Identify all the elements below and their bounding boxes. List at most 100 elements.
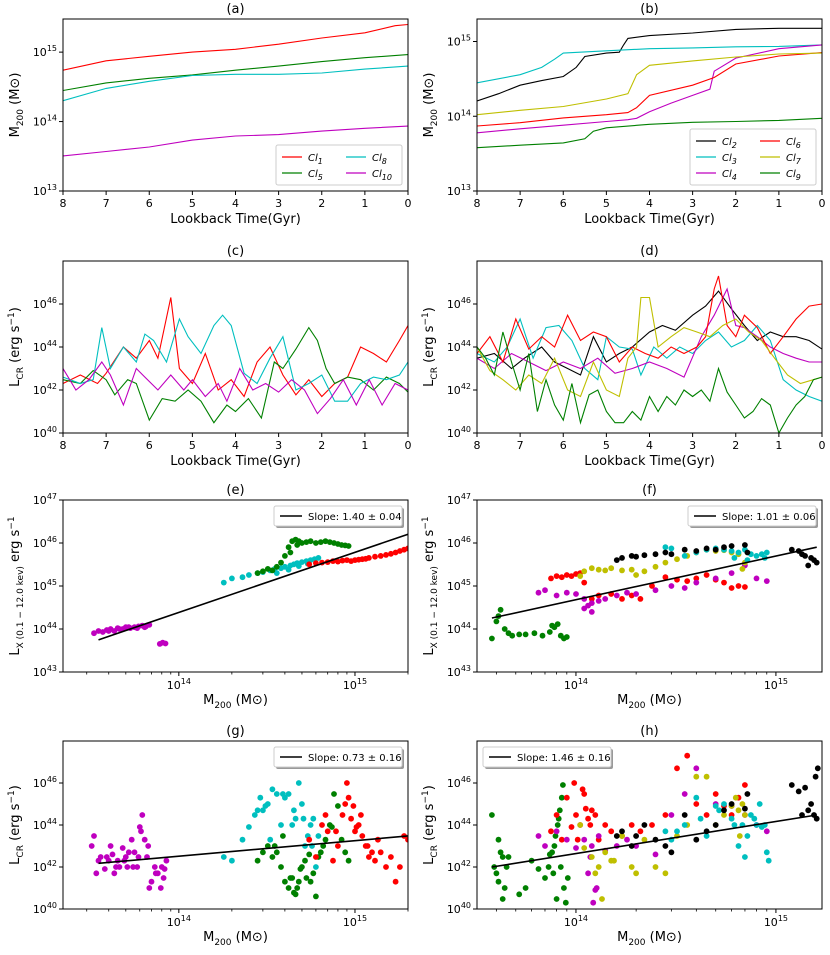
point-Cl5 (254, 857, 261, 864)
point-Cl10 (131, 849, 138, 856)
point-Cl6 (558, 836, 565, 843)
series-line-Cl10 (63, 361, 408, 415)
x-tick-label: 1014 (564, 677, 588, 692)
point-Cl1 (319, 822, 325, 828)
point-Cl6 (735, 583, 742, 589)
point-Cl7 (595, 566, 602, 573)
point-Cl4 (712, 575, 719, 582)
point-Cl6 (684, 752, 691, 759)
point-Cl5 (278, 864, 284, 870)
x-axis-label: M200 (M⊙) (203, 930, 268, 948)
point-Cl6 (742, 782, 748, 788)
series-line-Cl4 (477, 44, 822, 134)
point-Cl5 (322, 836, 329, 843)
legend-label: Cl3 (722, 153, 737, 166)
point-Cl5 (273, 563, 280, 570)
y-tick-label: 1047 (447, 492, 471, 507)
point-Cl7 (628, 864, 635, 870)
y-tick-label: 1015 (33, 44, 57, 59)
point-Cl7 (721, 812, 727, 818)
y-axis-label: LX (0.1 − 12.0 kev) erg s−1 (7, 516, 26, 655)
point-Cl3 (756, 801, 763, 807)
point-Cl5 (285, 544, 292, 551)
x-tick-label: 0 (819, 439, 826, 452)
point-Cl5 (278, 559, 284, 566)
point-Cl6 (728, 585, 735, 591)
point-Cl7 (652, 563, 659, 570)
axes-frame (62, 260, 409, 434)
point-Cl9 (552, 833, 559, 839)
point-Cl10 (157, 885, 164, 891)
point-Cl10 (101, 866, 108, 872)
point-Cl3 (668, 545, 675, 552)
legend-label: Cl8 (372, 153, 387, 166)
point-Cl10 (91, 630, 97, 637)
x-tick-label: 2 (318, 197, 325, 210)
point-Cl3 (731, 555, 738, 561)
point-Cl3 (681, 822, 688, 828)
x-tick-label: 2 (732, 439, 739, 452)
plot-area (63, 23, 408, 157)
point-Cl8 (239, 574, 246, 581)
x-axis-label: Lookback Time(Gyr) (584, 212, 715, 227)
point-Cl6 (602, 822, 609, 828)
point-Cl3 (703, 833, 710, 839)
point-Cl5 (294, 885, 301, 891)
point-Cl3 (735, 843, 742, 849)
point-Cl3 (731, 822, 738, 828)
series-line-Cl2 (477, 290, 822, 376)
x-tick-label: 4 (232, 439, 239, 452)
point-Cl2 (712, 822, 719, 828)
panel-d: (d) 8 7 6 5 4 3 2 1 0 1040 1042 1044 1046 LCR (erg s−1… (421, 244, 826, 469)
point-Cl5 (287, 549, 294, 556)
point-Cl3 (742, 854, 748, 860)
point-Cl9 (545, 864, 552, 870)
y-axis-label: LCR (erg s−1) (7, 785, 26, 865)
point-Cl4 (563, 589, 570, 596)
point-Cl9 (546, 629, 553, 635)
point-Cl1 (358, 812, 364, 818)
point-Cl5 (317, 539, 324, 545)
panel-title: (a) (226, 2, 244, 17)
point-Cl8 (260, 807, 266, 814)
point-Cl9 (535, 866, 542, 872)
point-Cl9 (542, 875, 548, 881)
point-Cl1 (335, 843, 341, 849)
point-Cl6 (588, 596, 595, 602)
point-Cl3 (728, 548, 735, 554)
point-Cl7 (602, 567, 609, 574)
point-Cl6 (637, 828, 644, 835)
point-Cl7 (641, 836, 648, 843)
point-Cl8 (315, 555, 322, 561)
y-tick-label: 1013 (33, 183, 57, 198)
point-Cl4 (593, 885, 600, 891)
point-Cl10 (148, 878, 155, 885)
x-tick-label: 1 (361, 197, 368, 210)
x-tick-label: 8 (474, 439, 481, 452)
y-tick-label: 1043 (33, 664, 57, 679)
slope-legend: Slope: 1.01 ± 0.06 (687, 505, 818, 528)
point-Cl1 (397, 864, 403, 870)
point-Cl4 (585, 602, 591, 609)
point-Cl8 (269, 786, 276, 793)
point-Cl8 (267, 836, 274, 843)
x-tick-label: 4 (232, 197, 239, 210)
panel-title: (c) (227, 244, 244, 259)
point-Cl9 (509, 632, 516, 639)
point-Cl9 (556, 807, 563, 814)
point-Cl6 (662, 574, 669, 581)
point-Cl4 (624, 836, 630, 843)
x-axis-label: Lookback Time(Gyr) (170, 212, 301, 227)
point-Cl9 (522, 631, 529, 638)
point-Cl5 (317, 849, 324, 856)
point-Cl2 (693, 548, 700, 554)
point-Cl4 (588, 843, 595, 849)
panel-title: (e) (226, 483, 244, 498)
point-Cl6 (585, 815, 591, 822)
point-Cl6 (619, 596, 625, 602)
point-Cl1 (348, 815, 354, 822)
y-tick-label: 1046 (447, 296, 471, 311)
point-Cl10 (103, 854, 110, 860)
point-Cl6 (637, 596, 644, 602)
point-Cl10 (151, 864, 158, 870)
